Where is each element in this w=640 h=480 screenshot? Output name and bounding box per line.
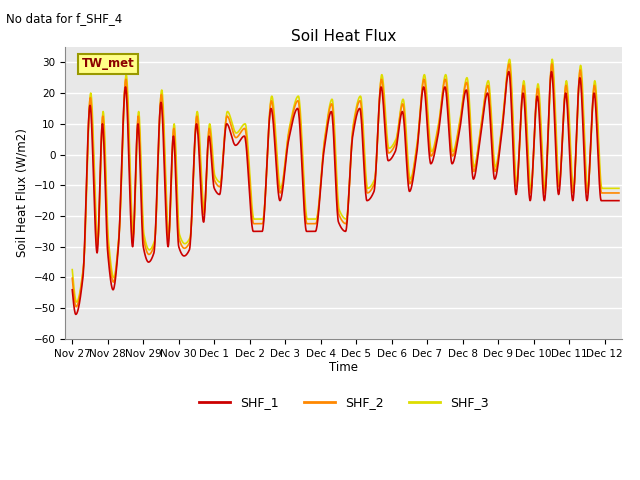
X-axis label: Time: Time [330,361,358,374]
Title: Soil Heat Flux: Soil Heat Flux [291,29,397,44]
Text: TW_met: TW_met [82,58,134,71]
Text: No data for f_SHF_4: No data for f_SHF_4 [6,12,123,25]
Y-axis label: Soil Heat Flux (W/m2): Soil Heat Flux (W/m2) [15,129,28,257]
Legend: SHF_1, SHF_2, SHF_3: SHF_1, SHF_2, SHF_3 [194,392,493,414]
